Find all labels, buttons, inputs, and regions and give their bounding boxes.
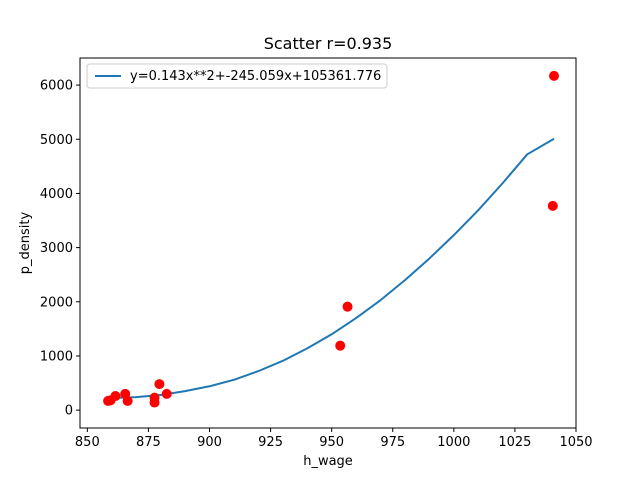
scatter-point	[110, 391, 121, 402]
x-axis: 850 875 900 925 950 975 1000 1025 1050	[75, 428, 593, 450]
fit-line	[108, 137, 555, 400]
x-tick-label: 850	[75, 435, 100, 450]
scatter-point	[335, 340, 346, 351]
fit-line-layer	[108, 137, 555, 400]
x-tick-label: 925	[258, 435, 283, 450]
y-tick-label: 2000	[40, 295, 73, 310]
scatter-point	[149, 392, 160, 403]
scatter-point	[122, 395, 133, 406]
y-axis-title: p_density	[18, 211, 33, 274]
y-axis: 0 1000 2000 3000 4000 5000 6000	[40, 79, 80, 419]
y-tick-label: 6000	[40, 79, 73, 94]
legend-label: y=0.143x**2+-245.059x+105361.776	[130, 69, 381, 84]
points-layer	[103, 70, 560, 408]
x-tick-label: 1050	[559, 435, 592, 450]
legend-box	[86, 63, 388, 89]
plot-frame	[79, 57, 577, 429]
scatter-point	[342, 301, 353, 312]
chart-title: Scatter r=0.935	[264, 34, 393, 53]
scatter-point	[161, 388, 172, 399]
scatter-point	[549, 70, 560, 81]
y-tick-label: 0	[65, 404, 73, 419]
scatter-point	[547, 200, 558, 211]
plot-area: 850 875 900 925 950 975 1000 1025 1050 0 1000 2000…	[40, 57, 593, 450]
scatter-point	[154, 379, 165, 390]
x-tick-label: 875	[136, 435, 161, 450]
x-tick-label: 950	[319, 435, 344, 450]
y-tick-label: 3000	[40, 241, 73, 256]
x-tick-label: 900	[197, 435, 222, 450]
x-tick-label: 975	[380, 435, 405, 450]
y-tick-label: 4000	[40, 187, 73, 202]
x-tick-label: 1000	[437, 435, 470, 450]
y-tick-label: 5000	[40, 133, 73, 148]
x-axis-title: h_wage	[303, 454, 353, 469]
legend: y=0.143x**2+-245.059x+105361.776	[86, 63, 388, 89]
y-tick-label: 1000	[40, 349, 73, 364]
x-tick-label: 1025	[498, 435, 531, 450]
